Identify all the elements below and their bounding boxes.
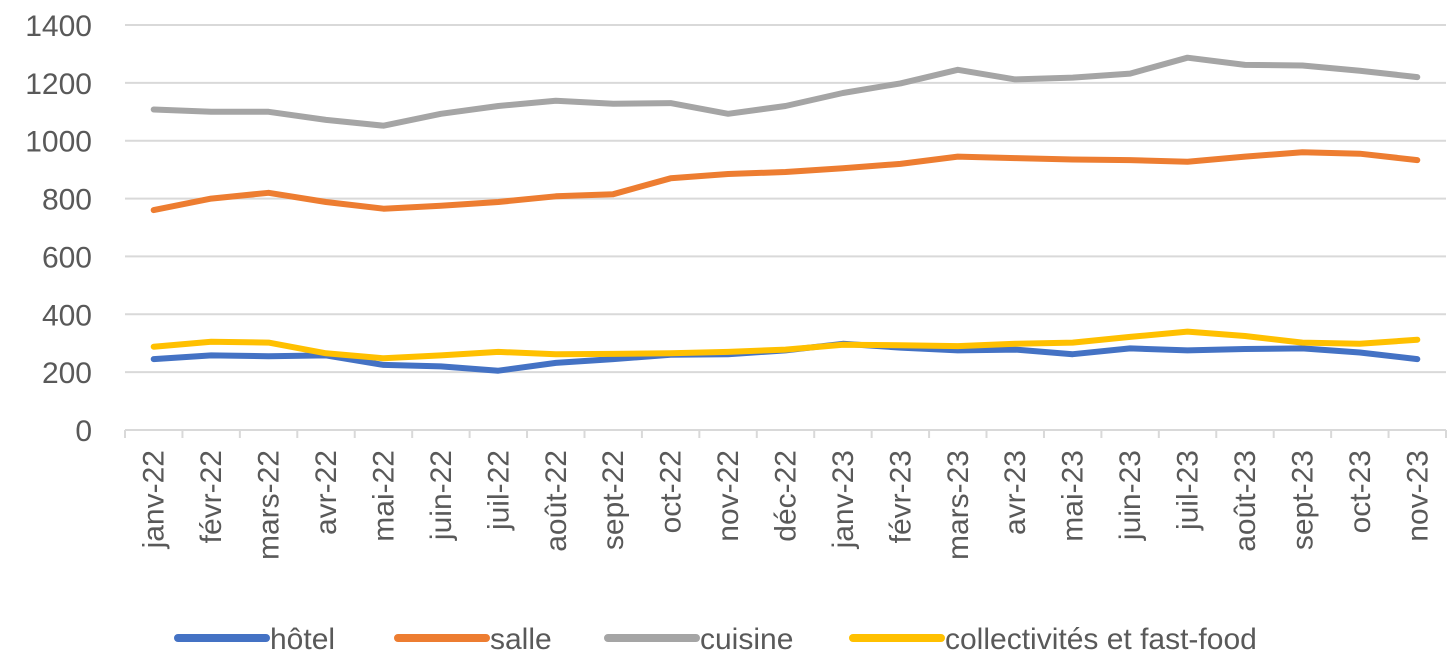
y-tick-label: 200	[42, 357, 92, 390]
x-tick-label: janv-23	[827, 450, 860, 549]
x-tick-label: oct-23	[1344, 450, 1377, 533]
y-tick-label: 0	[75, 415, 92, 448]
x-tick-label: janv-22	[138, 450, 171, 549]
series-line-1	[150, 149, 1421, 214]
x-tick-label: sept-22	[597, 450, 630, 550]
y-tick-label: 1000	[25, 126, 92, 159]
legend-item: cuisine	[604, 623, 793, 656]
x-tick-label: mars-22	[253, 450, 286, 560]
x-tick-label: mai-22	[367, 450, 400, 542]
y-tick-label: 1200	[25, 68, 92, 101]
x-tick-label: nov-22	[712, 450, 745, 542]
y-tick-label: 800	[42, 184, 92, 217]
x-tick-label: juin-22	[425, 450, 458, 541]
series-line-2	[150, 54, 1421, 129]
x-tick-label: févr-22	[195, 450, 228, 543]
y-tick-label: 600	[42, 241, 92, 274]
series-lines	[150, 54, 1421, 374]
legend-label: collectivités et fast-food	[945, 623, 1257, 656]
x-tick-label: juil-23	[1172, 450, 1205, 531]
legend-label: cuisine	[700, 623, 793, 656]
gridlines	[125, 24, 1446, 374]
x-axis: janv-22 févr-22 mars-22 avr-22 mai-22 juin-22…	[124, 429, 1447, 560]
series-line-3	[150, 328, 1421, 362]
x-tick-label: avr-23	[999, 450, 1032, 535]
legend-item: salle	[394, 623, 552, 656]
legend-label: salle	[490, 623, 552, 656]
y-tick-label: 400	[42, 299, 92, 332]
x-tick-label: mai-23	[1057, 450, 1090, 542]
x-tick-label: nov-23	[1401, 450, 1434, 542]
x-tick-label: mars-23	[942, 450, 975, 560]
y-axis: 0 200 400 600 800 1000 1200 1400	[25, 10, 92, 448]
legend: hôtel salle cuisine collectivités et fast-f…	[174, 623, 1257, 656]
x-tick-label: août-23	[1229, 450, 1262, 552]
legend-item: hôtel	[174, 623, 335, 656]
x-tick-label: juin-23	[1114, 450, 1147, 541]
x-tick-label: sept-23	[1286, 450, 1319, 550]
legend-label: hôtel	[270, 623, 335, 656]
x-tick-label: févr-23	[884, 450, 917, 543]
legend-item: collectivités et fast-food	[849, 623, 1257, 656]
x-tick-label: avr-22	[310, 450, 343, 535]
x-tick-label: juil-22	[482, 450, 515, 531]
x-tick-label: oct-22	[655, 450, 688, 533]
y-tick-label: 1400	[25, 10, 92, 43]
x-tick-label: août-22	[540, 450, 573, 552]
x-tick-label: déc-22	[770, 450, 803, 542]
